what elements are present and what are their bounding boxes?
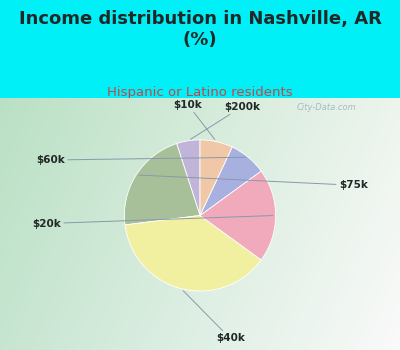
Wedge shape <box>177 140 200 216</box>
Text: $40k: $40k <box>183 290 245 343</box>
Text: $10k: $10k <box>174 100 215 140</box>
Text: $200k: $200k <box>190 102 260 139</box>
Text: $60k: $60k <box>36 155 246 165</box>
Wedge shape <box>200 171 276 260</box>
Text: $20k: $20k <box>32 216 273 229</box>
Text: Hispanic or Latino residents: Hispanic or Latino residents <box>107 86 293 99</box>
Text: Income distribution in Nashville, AR
(%): Income distribution in Nashville, AR (%) <box>18 10 382 49</box>
Wedge shape <box>200 140 232 216</box>
Wedge shape <box>200 147 261 216</box>
Wedge shape <box>125 216 261 291</box>
Text: $75k: $75k <box>139 175 368 190</box>
Text: City-Data.com: City-Data.com <box>296 103 356 112</box>
Wedge shape <box>124 144 200 225</box>
